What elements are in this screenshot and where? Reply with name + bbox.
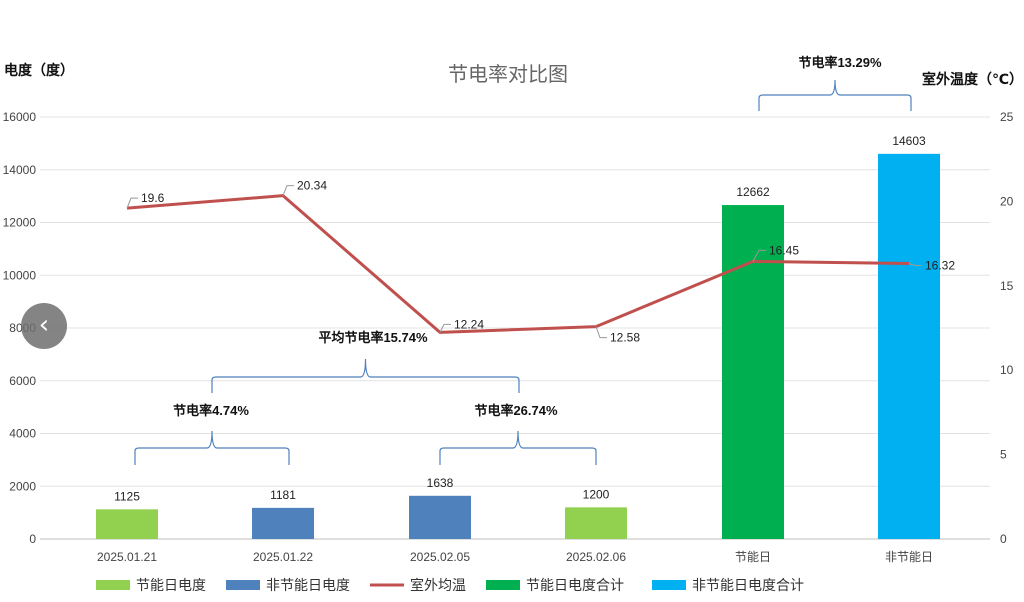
- right-tick-label: 10: [1000, 363, 1014, 377]
- left-tick-label: 4000: [9, 427, 36, 441]
- legend-swatch: [226, 580, 260, 590]
- prev-slide-button[interactable]: ‹: [21, 303, 67, 349]
- leader-line: [595, 326, 607, 339]
- line-data-label: 16.32: [925, 259, 955, 273]
- annotation-pair1: 节电率4.74%: [173, 403, 249, 418]
- right-tick-label: 0: [1000, 532, 1007, 546]
- leader-line: [126, 197, 138, 209]
- bar-data-label: 1181: [270, 488, 296, 502]
- legend-label: 非节能日电度合计: [692, 577, 804, 593]
- right-tick-label: 15: [1000, 279, 1014, 293]
- line-data-label: 20.34: [297, 179, 327, 193]
- bar-labels: 1125 1181 1638 1200 12662 14603: [114, 134, 926, 503]
- left-tick-label: 0: [29, 532, 36, 546]
- right-tick-label: 25: [1000, 110, 1014, 124]
- gridlines: [40, 116, 990, 540]
- left-axis: 0200040006000800010000120001400016000: [3, 110, 37, 546]
- chart-title: 节电率对比图: [448, 63, 568, 86]
- brackets: [134, 79, 912, 465]
- left-tick-label: 16000: [3, 110, 37, 124]
- legend-label: 室外均温: [410, 577, 466, 593]
- annotation-pair2: 节电率26.74%: [474, 403, 558, 418]
- series-line: [126, 194, 910, 334]
- leader-line: [752, 249, 766, 262]
- x-tick-label: 2025.02.05: [410, 550, 470, 564]
- bracket-pair2: [439, 430, 597, 465]
- bracket-total: [758, 79, 912, 111]
- right-axis: 0 5 10 15 20 25: [1000, 110, 1014, 546]
- leader-line: [439, 323, 451, 333]
- x-tick-label: 节能日: [735, 550, 771, 564]
- bar: [878, 153, 940, 539]
- annotations: 节电率4.74% 节电率26.74% 平均节电率15.74% 节电率13.29%: [173, 55, 882, 418]
- legend-swatch: [96, 580, 130, 590]
- legend-swatch: [652, 580, 686, 590]
- chevron-left-icon: ‹: [38, 310, 50, 340]
- temperature-line: 19.6 20.34 12.24 12.58 16.45 16.32: [126, 179, 955, 345]
- legend-swatch: [486, 580, 520, 590]
- left-axis-title: 电度（度）: [4, 62, 74, 78]
- bracket-pair1: [134, 430, 290, 465]
- left-tick-label: 2000: [9, 479, 36, 493]
- bar-data-label: 1200: [583, 487, 610, 501]
- bar-data-label: 1638: [427, 476, 454, 490]
- right-axis-title: 室外温度（℃）: [922, 71, 1023, 87]
- legend-label: 节能日电度: [136, 577, 206, 593]
- legend-label: 节能日电度合计: [526, 577, 624, 593]
- annotation-average: 平均节电率15.74%: [318, 330, 428, 345]
- bars: [96, 153, 940, 540]
- annotation-total: 节电率13.29%: [798, 55, 882, 70]
- bar: [96, 509, 158, 539]
- right-tick-label: 5: [1000, 448, 1007, 462]
- line-data-label: 12.24: [454, 317, 484, 331]
- bar-data-label: 14603: [892, 134, 926, 148]
- bracket-average: [211, 358, 520, 393]
- right-tick-label: 20: [1000, 194, 1014, 208]
- bar: [565, 507, 627, 539]
- bar: [409, 495, 471, 539]
- legend: 节能日电度 非节能日电度 室外均温 节能日电度合计 非节能日电度合计: [96, 577, 804, 593]
- leader-line: [908, 263, 922, 267]
- x-axis-categories: 2025.01.21 2025.01.22 2025.02.05 2025.02.06…: [97, 550, 933, 564]
- line-data-label: 12.58: [610, 331, 640, 345]
- bar-data-label: 1125: [114, 489, 140, 503]
- bar: [252, 507, 314, 539]
- leader-line: [282, 185, 294, 196]
- line-data-label: 16.45: [769, 243, 799, 257]
- x-tick-label: 2025.01.22: [253, 550, 313, 564]
- left-tick-label: 6000: [9, 374, 36, 388]
- left-tick-label: 14000: [3, 163, 37, 177]
- line-data-label: 19.6: [141, 191, 165, 205]
- legend-label: 非节能日电度: [266, 577, 350, 593]
- left-tick-label: 12000: [3, 216, 37, 230]
- left-tick-label: 10000: [3, 268, 37, 282]
- bar-data-label: 12662: [736, 185, 770, 199]
- x-tick-label: 2025.01.21: [97, 550, 157, 564]
- x-tick-label: 非节能日: [885, 550, 933, 564]
- x-tick-label: 2025.02.06: [566, 550, 626, 564]
